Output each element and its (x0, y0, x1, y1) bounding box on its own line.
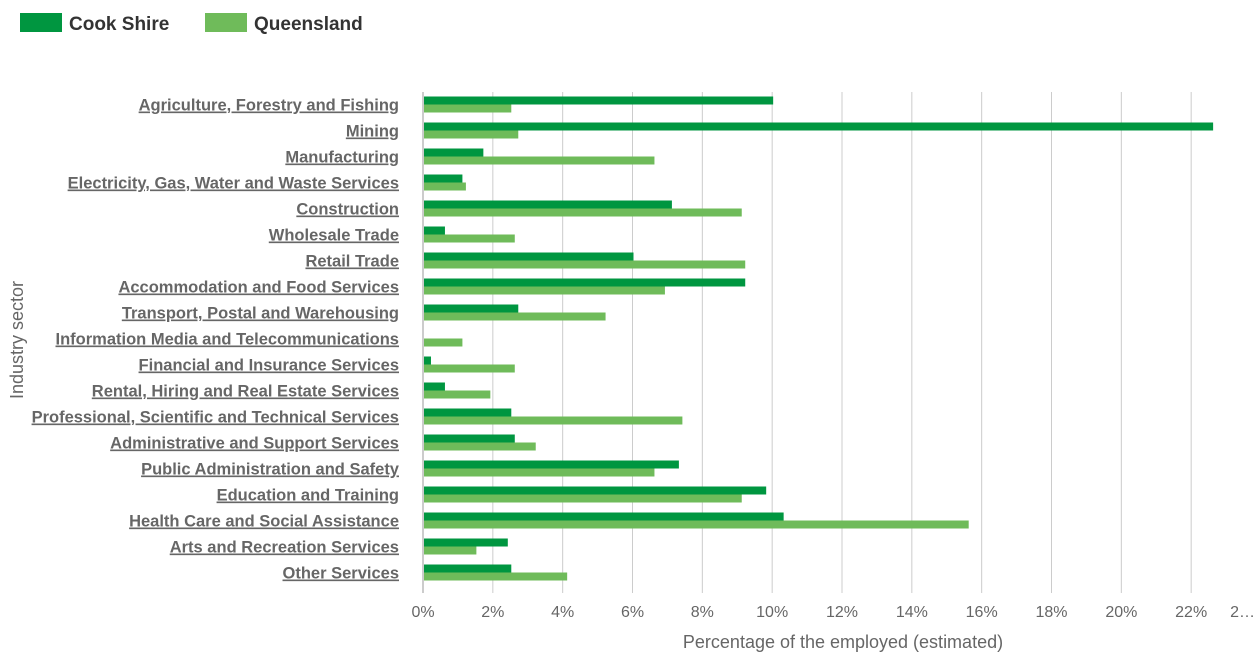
bar-cook-shire[interactable] (424, 408, 512, 417)
x-tick-label: 2% (481, 604, 504, 621)
bar-cook-shire[interactable] (424, 278, 746, 287)
bar-queensland[interactable] (424, 208, 742, 217)
category-label[interactable]: Education and Training (217, 487, 399, 505)
gridlines (422, 92, 1192, 593)
bar-cook-shire[interactable] (424, 564, 512, 573)
x-tick-label: 18% (1035, 604, 1067, 621)
category-label[interactable]: Other Services (283, 565, 399, 583)
bar-cook-shire[interactable] (424, 96, 774, 105)
bar-queensland[interactable] (424, 338, 463, 347)
bar-queensland[interactable] (424, 260, 746, 269)
bar-cook-shire[interactable] (424, 382, 445, 391)
bar-queensland[interactable] (424, 234, 515, 243)
bar-queensland[interactable] (424, 130, 519, 139)
x-tick-label: 14% (896, 604, 928, 621)
x-tick-label: 8% (691, 604, 714, 621)
bar-queensland[interactable] (424, 468, 655, 477)
bar-cook-shire[interactable] (424, 200, 672, 209)
bar-queensland[interactable] (424, 312, 606, 321)
category-label[interactable]: Information Media and Telecommunications (56, 331, 400, 349)
legend-label-queensland: Queensland (254, 14, 363, 35)
bar-cook-shire[interactable] (424, 304, 519, 313)
x-tick-label: 4% (551, 604, 574, 621)
legend-item-cook-shire[interactable]: Cook Shire (20, 13, 169, 35)
x-tick-label: 0% (411, 604, 434, 621)
x-tick-label: 12% (826, 604, 858, 621)
category-label[interactable]: Financial and Insurance Services (139, 357, 399, 375)
category-label[interactable]: Electricity, Gas, Water and Waste Servic… (68, 175, 399, 193)
category-label[interactable]: Professional, Scientific and Technical S… (32, 409, 399, 427)
bar-cook-shire[interactable] (424, 486, 767, 495)
x-axis-ticks: 0% 2% 4% 6% 8% 10% 12% 14% 16% 18% 20% 22% 2… (411, 604, 1255, 621)
category-label[interactable]: Public Administration and Safety (141, 461, 400, 479)
category-label[interactable]: Health Care and Social Assistance (129, 513, 399, 531)
category-label[interactable]: Construction (296, 201, 399, 219)
bar-queensland[interactable] (424, 520, 969, 529)
bar-cook-shire[interactable] (424, 252, 634, 261)
bar-queensland[interactable] (424, 390, 491, 399)
bar-queensland[interactable] (424, 416, 683, 425)
category-label[interactable]: Agriculture, Forestry and Fishing (139, 97, 399, 115)
bar-queensland[interactable] (424, 442, 536, 451)
x-tick-label: 10% (756, 604, 788, 621)
bar-cook-shire[interactable] (424, 148, 484, 157)
category-label[interactable]: Arts and Recreation Services (170, 539, 399, 557)
bar-queensland[interactable] (424, 182, 466, 191)
bars (424, 96, 1214, 581)
bar-queensland[interactable] (424, 364, 515, 373)
category-label[interactable]: Transport, Postal and Warehousing (122, 305, 399, 323)
legend: Cook Shire Queensland (20, 13, 363, 35)
category-label[interactable]: Wholesale Trade (269, 227, 399, 245)
bar-queensland[interactable] (424, 156, 655, 165)
category-label[interactable]: Accommodation and Food Services (118, 279, 399, 297)
bar-queensland[interactable] (424, 572, 568, 581)
x-tick-label: 22% (1175, 604, 1207, 621)
bar-queensland[interactable] (424, 286, 665, 295)
bar-cook-shire[interactable] (424, 538, 508, 547)
x-tick-label: 6% (621, 604, 644, 621)
category-label[interactable]: Mining (346, 123, 399, 141)
bar-cook-shire[interactable] (424, 226, 445, 235)
bar-cook-shire[interactable] (424, 434, 515, 443)
legend-item-queensland[interactable]: Queensland (205, 13, 363, 35)
x-tick-label: 16% (966, 604, 998, 621)
category-label[interactable]: Rental, Hiring and Real Estate Services (92, 383, 399, 401)
x-axis-title: Percentage of the employed (estimated) (683, 632, 1003, 652)
category-label[interactable]: Retail Trade (305, 253, 399, 271)
legend-swatch-queensland (205, 13, 247, 32)
x-tick-label: 2… (1230, 604, 1255, 621)
bar-queensland[interactable] (424, 104, 512, 113)
bar-cook-shire[interactable] (424, 122, 1214, 131)
bar-queensland[interactable] (424, 546, 477, 555)
bar-cook-shire[interactable] (424, 356, 431, 365)
category-labels: Agriculture, Forestry and Fishing Mining M… (32, 97, 400, 583)
bar-cook-shire[interactable] (424, 512, 784, 521)
category-label[interactable]: Administrative and Support Services (110, 435, 399, 453)
bar-cook-shire[interactable] (424, 460, 679, 469)
y-axis-title: Industry sector (7, 281, 27, 399)
x-tick-label: 20% (1105, 604, 1137, 621)
legend-swatch-cook-shire (20, 13, 62, 32)
category-label[interactable]: Manufacturing (285, 149, 399, 167)
legend-label-cook-shire: Cook Shire (69, 14, 169, 35)
bar-queensland[interactable] (424, 494, 742, 503)
bar-cook-shire[interactable] (424, 174, 463, 183)
